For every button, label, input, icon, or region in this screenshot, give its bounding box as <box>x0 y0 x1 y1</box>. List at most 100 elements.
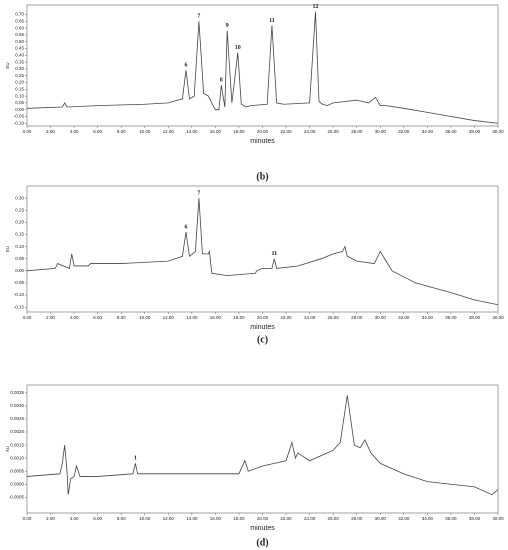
y-tick-label: -0.10 <box>14 292 25 297</box>
x-tick-label: 40.00 <box>492 516 504 521</box>
x-tick-label: 16.00 <box>210 129 222 134</box>
peak-label: 11 <box>269 18 275 24</box>
y-tick-label: 0.35 <box>15 59 24 64</box>
y-tick-label: 0.30 <box>15 195 24 200</box>
x-tick-label: 8.00 <box>117 516 126 521</box>
peak-label: 1 <box>134 456 137 462</box>
x-tick-label: 0.00 <box>23 315 32 320</box>
y-tick-label: 0.0010 <box>10 455 24 460</box>
x-tick-label: 24.00 <box>304 129 316 134</box>
panel-caption: (d) <box>256 537 268 548</box>
x-tick-label: 0.00 <box>23 129 32 134</box>
x-tick-label: 18.00 <box>233 516 245 521</box>
x-tick-label: 2.00 <box>46 129 55 134</box>
x-tick-label: 26.00 <box>328 129 340 134</box>
x-tick-label: 36.00 <box>445 129 457 134</box>
x-tick-label: 12.00 <box>163 516 175 521</box>
x-tick-label: 32.00 <box>398 315 410 320</box>
y-tick-label: 0.00 <box>15 268 24 273</box>
x-tick-label: 12.00 <box>163 129 175 134</box>
y-axis-label: EU <box>5 62 10 68</box>
y-tick-label: 0.0000 <box>10 481 24 486</box>
x-tick-label: 10.00 <box>139 516 151 521</box>
x-axis-label: minutes <box>250 138 275 145</box>
y-tick-label: 0.30 <box>15 66 24 71</box>
peak-label: 7 <box>197 190 200 196</box>
x-axis-label: minutes <box>250 525 275 532</box>
y-tick-label: -0.05 <box>14 280 25 285</box>
x-tick-label: 24.00 <box>304 315 316 320</box>
x-tick-label: 26.00 <box>328 315 340 320</box>
x-tick-label: 26.00 <box>328 516 340 521</box>
x-tick-label: 40.00 <box>492 315 504 320</box>
x-tick-label: 6.00 <box>93 129 102 134</box>
x-tick-label: 16.00 <box>210 516 222 521</box>
y-tick-label: 0.25 <box>15 73 24 78</box>
peak-label: 6 <box>184 63 187 69</box>
x-tick-label: 2.00 <box>46 516 55 521</box>
x-tick-label: 14.00 <box>186 315 198 320</box>
x-tick-label: 22.00 <box>280 315 292 320</box>
peak-label: 10 <box>235 45 241 51</box>
x-tick-label: 20.00 <box>257 129 269 134</box>
x-tick-label: 34.00 <box>422 315 434 320</box>
x-tick-label: 4.00 <box>70 516 79 521</box>
x-tick-label: 32.00 <box>398 129 410 134</box>
y-axis-label: AU <box>5 446 10 452</box>
x-tick-label: 18.00 <box>233 315 245 320</box>
x-tick-label: 40.00 <box>492 129 504 134</box>
x-tick-label: 4.00 <box>70 315 79 320</box>
y-tick-label: 0.10 <box>15 93 24 98</box>
x-tick-label: 8.00 <box>117 129 126 134</box>
peak-label: 9 <box>226 23 229 29</box>
y-tick-label: -0.10 <box>14 120 25 125</box>
x-tick-label: 22.00 <box>280 129 292 134</box>
x-tick-label: 18.00 <box>233 129 245 134</box>
y-tick-label: 0.65 <box>15 19 24 24</box>
peak-label: 11 <box>271 251 277 257</box>
x-tick-label: 38.00 <box>469 516 481 521</box>
x-tick-label: 34.00 <box>422 129 434 134</box>
y-tick-label: 0.0025 <box>10 416 24 421</box>
x-tick-label: 10.00 <box>139 129 151 134</box>
y-tick-label: -0.0005 <box>9 495 25 500</box>
y-tick-label: 0.25 <box>15 207 24 212</box>
x-tick-label: 6.00 <box>93 516 102 521</box>
x-tick-label: 38.00 <box>469 129 481 134</box>
x-tick-label: 10.00 <box>139 315 151 320</box>
x-tick-label: 28.00 <box>351 516 363 521</box>
y-tick-label: 0.70 <box>15 12 24 17</box>
y-tick-label: 0.15 <box>15 232 24 237</box>
x-tick-label: 32.00 <box>398 516 410 521</box>
x-tick-label: 12.00 <box>163 315 175 320</box>
y-tick-label: -0.05 <box>14 114 25 119</box>
y-tick-label: 0.0015 <box>10 442 24 447</box>
trace <box>26 198 499 306</box>
y-tick-label: 0.05 <box>15 256 24 261</box>
y-axis-label: EU <box>5 246 10 252</box>
y-tick-label: 0.15 <box>15 86 24 91</box>
y-tick-label: 0.10 <box>15 244 24 249</box>
x-tick-label: 28.00 <box>351 129 363 134</box>
panel-caption: (b) <box>256 171 268 182</box>
x-tick-label: 0.00 <box>23 516 32 521</box>
y-tick-label: -0.15 <box>14 304 25 309</box>
y-tick-label: 0.55 <box>15 32 24 37</box>
peak-label: 8 <box>220 78 223 84</box>
peak-label: 6 <box>184 224 187 230</box>
peak-label: 7 <box>197 14 200 20</box>
y-tick-label: 0.00 <box>15 107 24 112</box>
x-tick-label: 38.00 <box>469 315 481 320</box>
x-tick-label: 6.00 <box>93 315 102 320</box>
y-tick-label: 0.20 <box>15 220 24 225</box>
plot-frame <box>26 384 499 514</box>
plot-frame <box>26 4 499 127</box>
x-tick-label: 8.00 <box>117 315 126 320</box>
x-tick-label: 30.00 <box>375 516 387 521</box>
x-tick-label: 30.00 <box>375 315 387 320</box>
y-tick-label: 0.60 <box>15 25 24 30</box>
x-axis-label: minutes <box>250 324 275 331</box>
x-tick-label: 34.00 <box>422 516 434 521</box>
x-tick-label: 20.00 <box>257 315 269 320</box>
x-tick-label: 22.00 <box>280 516 292 521</box>
